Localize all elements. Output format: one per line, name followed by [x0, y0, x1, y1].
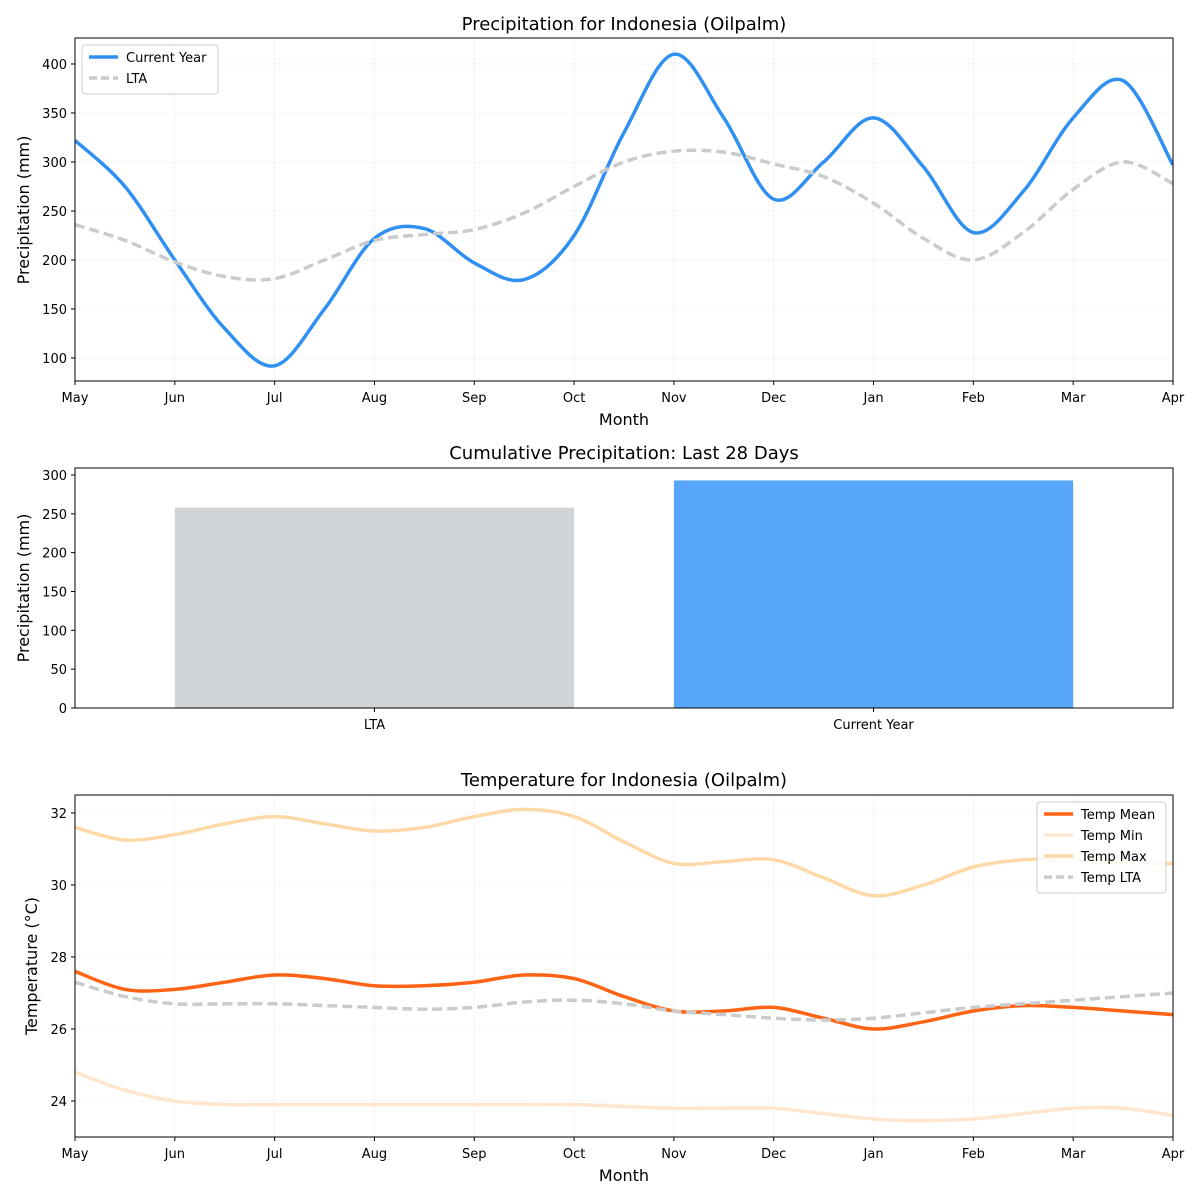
x-tick-label: Nov: [661, 1147, 687, 1162]
plot-frame: [74, 794, 1174, 1138]
series-line-current-year: [75, 52, 1173, 368]
x-tick-label: Jun: [164, 391, 185, 406]
y-tick-label: 150: [42, 585, 67, 600]
x-tick-label: Feb: [962, 391, 985, 406]
y-tick-label: 400: [42, 58, 67, 73]
y-tick-label: 250: [42, 205, 67, 220]
x-tick-label: Jun: [164, 1147, 185, 1162]
x-tick-label: Current Year: [833, 718, 914, 733]
x-axis-label: Month: [599, 1166, 649, 1185]
y-tick-label: 200: [42, 547, 67, 562]
precipitation-line-chart: Precipitation for Indonesia (Oilpalm) Mo…: [14, 14, 1185, 429]
x-tick-label: Mar: [1061, 1147, 1086, 1162]
series-line-temp-mean: [75, 969, 1173, 1031]
x-tick-label: Sep: [462, 391, 487, 406]
y-axis-label: Precipitation (mm): [14, 514, 33, 663]
x-tick-label: Apr: [1162, 391, 1185, 406]
x-tick-label: Nov: [661, 391, 687, 406]
y-tick-label: 250: [42, 508, 67, 523]
y-tick-label: 32: [50, 807, 67, 822]
x-tick-label: Dec: [761, 391, 786, 406]
x-tick-label: Dec: [761, 1147, 786, 1162]
bar-current-year: [673, 480, 1074, 708]
cumulative-precipitation-bar-chart: Cumulative Precipitation: Last 28 Days P…: [14, 443, 1174, 733]
x-tick-label: Apr: [1162, 1147, 1185, 1162]
y-axis-label: Temperature (°C): [22, 897, 41, 1036]
x-tick-label: LTA: [364, 718, 385, 733]
legend: Current Year LTA: [81, 44, 219, 95]
x-tick-label: Jul: [266, 1147, 283, 1162]
x-tick-label: Aug: [362, 391, 387, 406]
x-tick-label: Oct: [563, 391, 585, 406]
series-line-temp-max: [75, 807, 1173, 898]
legend-label: Temp Max: [1080, 850, 1147, 865]
chart-title: Cumulative Precipitation: Last 28 Days: [449, 443, 799, 464]
temperature-line-chart: Temperature for Indonesia (Oilpalm) Mont…: [22, 770, 1185, 1185]
x-tick-label: Sep: [462, 1147, 487, 1162]
y-tick-label: 50: [50, 663, 67, 678]
legend-label: Temp LTA: [1080, 871, 1141, 886]
x-tick-label: Jan: [863, 391, 884, 406]
x-tick-label: May: [62, 391, 89, 406]
x-tick-label: Jul: [266, 391, 283, 406]
y-tick-label: 300: [42, 469, 67, 484]
x-tick-label: Feb: [962, 1147, 985, 1162]
x-tick-label: Oct: [563, 1147, 585, 1162]
x-tick-label: Jan: [863, 1147, 884, 1162]
y-tick-label: 350: [42, 107, 67, 122]
series-line-lta: [75, 148, 1173, 282]
legend-label: Temp Min: [1080, 829, 1143, 844]
y-tick-label: 100: [42, 624, 67, 639]
legend: Temp Mean Temp Min Temp Max Temp LTA: [1036, 801, 1167, 894]
y-tick-label: 200: [42, 254, 67, 269]
y-axis-label: Precipitation (mm): [14, 136, 33, 285]
x-axis-label: Month: [599, 410, 649, 429]
x-tick-label: May: [62, 1147, 89, 1162]
legend-label: LTA: [126, 72, 147, 87]
y-tick-label: 0: [59, 702, 67, 717]
y-tick-label: 26: [50, 1023, 67, 1038]
series-line-temp-lta: [75, 980, 1173, 1022]
y-tick-label: 30: [50, 879, 67, 894]
y-tick-label: 28: [50, 951, 67, 966]
y-tick-label: 24: [50, 1095, 67, 1110]
plot-frame: [74, 37, 1174, 382]
series-line-temp-min: [75, 1070, 1173, 1123]
y-tick-label: 100: [42, 352, 67, 367]
y-tick-label: 300: [42, 156, 67, 171]
plot-frame: [74, 467, 1174, 709]
chart-title: Temperature for Indonesia (Oilpalm): [460, 770, 787, 791]
y-tick-label: 150: [42, 303, 67, 318]
legend-label: Current Year: [126, 51, 207, 66]
chart-title: Precipitation for Indonesia (Oilpalm): [462, 14, 787, 35]
x-tick-label: Mar: [1061, 391, 1086, 406]
x-tick-label: Aug: [362, 1147, 387, 1162]
bar-lta: [174, 507, 575, 708]
legend-box: [1036, 801, 1167, 894]
legend-label: Temp Mean: [1080, 808, 1155, 823]
